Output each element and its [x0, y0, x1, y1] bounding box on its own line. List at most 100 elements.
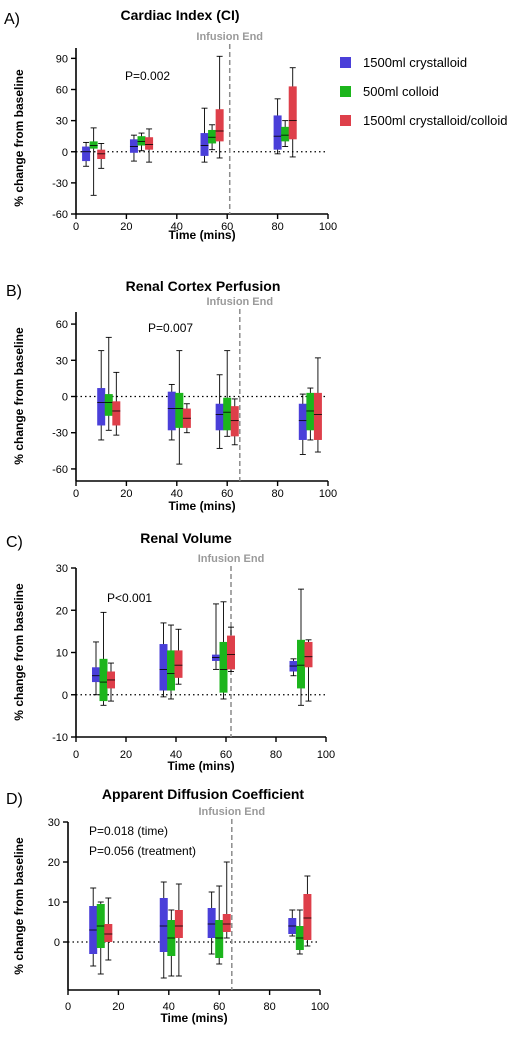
panel-b-x-tick-label-5: 100 [319, 488, 337, 500]
panel-c-x-tick-label-5: 100 [317, 749, 335, 761]
panel-b-x-tick-label-2: 40 [171, 488, 183, 500]
legend: 1500ml crystalloid 500ml colloid 1500ml … [340, 48, 530, 135]
panel-a-series-1-point-2-bar [208, 129, 217, 144]
panel-c-series-1-point-0-bar [99, 658, 108, 702]
panel-c-series-1-point-2-bar [219, 641, 228, 693]
panel-a-series-2-point-1-bar [145, 137, 154, 150]
legend-swatch-crystalloid [340, 57, 351, 68]
legend-item-colloid: 500ml colloid [340, 77, 530, 106]
legend-item-mixed: 1500ml crystalloid/colloid [340, 106, 530, 135]
panel-b-series-0-point-3-bar [298, 403, 307, 440]
panel-c-y-tick-label-0: -10 [52, 732, 68, 744]
panel-c-series-2-point-2-bar [227, 635, 235, 670]
panel-c-x-axis-title: Time (mins) [167, 759, 234, 773]
panel-b-x-tick-label-1: 20 [120, 488, 132, 500]
panel-a-x-tick-label-5: 100 [319, 221, 337, 233]
panel-c-y-tick-label-4: 30 [56, 563, 68, 575]
panel-d-title: Apparent Diffusion Coefficient [102, 786, 305, 802]
panel-d-y-tick-label-0: 0 [54, 937, 60, 949]
panel-c-x-tick-label-3: 60 [220, 749, 232, 761]
panel-b-y-tick-label-3: 30 [56, 355, 68, 367]
panel-a-y-tick-label-3: 30 [56, 116, 68, 128]
panel-d-x-axis-title: Time (mins) [160, 1011, 227, 1025]
panel-d-y-tick-label-2: 20 [48, 857, 60, 869]
panel-a-y-tick-label-5: 90 [56, 53, 68, 65]
panel-c-label: C) [6, 534, 23, 551]
panel-d-x-tick-label-2: 40 [163, 1001, 175, 1013]
panel-d-pvalue-0: P=0.018 (time) [89, 824, 168, 838]
panel-c-series-1-point-1-bar [167, 650, 175, 691]
panel-b-series-2-point-3-bar [313, 392, 322, 440]
panel-c-x-tick-label-0: 0 [73, 749, 79, 761]
panel-d-series-2-point-3-bar [303, 894, 312, 940]
panel-b-series-1-point-3-bar [306, 392, 315, 431]
panel-d-y-tick-label-3: 30 [48, 817, 60, 829]
panel-c-y-tick-label-2: 10 [56, 648, 68, 660]
panel-d-y-axis-title: % change from baseline [12, 837, 26, 975]
panel-a-series-2-point-3-bar [288, 86, 297, 140]
panel-c-y-tick-label-3: 20 [56, 605, 68, 617]
panel-b-y-tick-label-0: -60 [52, 464, 68, 476]
panel-c-series-0-point-0-bar [92, 667, 100, 683]
legend-item-crystalloid: 1500ml crystalloid [340, 48, 530, 77]
panel-b-x-axis-title: Time (mins) [168, 499, 235, 513]
panel-d-series-2-point-2-bar [222, 914, 231, 932]
legend-swatch-mixed [340, 115, 351, 126]
panel-c-series-0-point-1-bar [159, 644, 168, 691]
panel-b-infusion-end-label: Infusion End [206, 296, 273, 308]
panel-b-series-2-point-2-bar [230, 406, 239, 437]
panel-a-y-tick-label-0: -60 [52, 209, 68, 221]
panel-a-y-axis-title: % change from baseline [12, 69, 26, 207]
panel-c-y-axis-title: % change from baseline [12, 583, 26, 721]
panel-b-y-tick-label-1: -30 [52, 428, 68, 440]
panel-b-y-tick-label-4: 60 [56, 319, 68, 331]
panel-a-y-tick-label-1: -30 [52, 178, 68, 190]
legend-swatch-colloid [340, 86, 351, 97]
panel-d-infusion-end-label: Infusion End [198, 806, 265, 818]
panel-b-label: B) [6, 283, 22, 300]
panel-b-series-0-point-2-bar [215, 403, 224, 431]
panel-b-x-tick-label-0: 0 [73, 488, 79, 500]
panel-b-x-tick-label-4: 80 [271, 488, 283, 500]
panel-a-infusion-end-label: Infusion End [196, 31, 263, 43]
panel-a-series-1-point-1-bar [137, 136, 146, 146]
panel-c-infusion-end-label: Infusion End [198, 553, 265, 565]
panel-d-x-tick-label-3: 60 [213, 1001, 225, 1013]
panel-a-x-tick-label-1: 20 [120, 221, 132, 233]
panel-c-title: Renal Volume [140, 530, 232, 546]
panel-c-x-tick-label-2: 40 [170, 749, 182, 761]
panel-c-pvalue-0: P<0.001 [107, 591, 152, 605]
panel-b-series-0-point-1-bar [167, 391, 176, 431]
panel-b-y-tick-label-2: 0 [62, 392, 68, 404]
panel-c-series-2-point-1-bar [174, 650, 183, 678]
legend-label-crystalloid: 1500ml crystalloid [363, 55, 468, 70]
panel-a-series-1-point-0-bar [89, 141, 98, 149]
panel-a-series-0-point-1-bar [129, 139, 138, 153]
panel-a-label: A) [4, 11, 20, 28]
panel-b-y-axis-title: % change from baseline [12, 327, 26, 465]
panel-d-series-0-point-1-bar [159, 898, 168, 952]
panel-d-pvalue-1: P=0.056 (treatment) [89, 844, 196, 858]
panel-a-series-2-point-0-bar [97, 149, 106, 160]
panel-d-series-2-point-1-bar [174, 910, 183, 938]
panel-a-x-axis-title: Time (mins) [168, 228, 235, 242]
panel-d-x-tick-label-1: 20 [112, 1001, 124, 1013]
panel-d-series-2-point-0-bar [104, 924, 113, 942]
panel-c-x-tick-label-1: 20 [120, 749, 132, 761]
panel-a-y-tick-label-2: 0 [62, 147, 68, 159]
panel-a-series-1-point-3-bar [281, 126, 290, 142]
panel-a-series-0-point-2-bar [200, 133, 209, 156]
panel-a-pvalue-0: P=0.002 [125, 69, 170, 83]
panel-c-series-2-point-3-bar [304, 641, 313, 668]
panel-b-series-1-point-2-bar [223, 397, 232, 431]
panel-c-y-tick-label-1: 0 [62, 690, 68, 702]
panel-a-x-tick-label-2: 40 [171, 221, 183, 233]
panel-c-series-1-point-3-bar [297, 639, 305, 689]
panel-d-series-0-point-2-bar [207, 908, 216, 938]
panel-d-x-tick-label-4: 80 [263, 1001, 275, 1013]
panel-b-series-1-point-1-bar [175, 392, 184, 428]
panel-b-series-0-point-0-bar [97, 388, 106, 426]
panel-a-x-tick-label-4: 80 [271, 221, 283, 233]
panel-b-series-2-point-0-bar [112, 401, 121, 426]
